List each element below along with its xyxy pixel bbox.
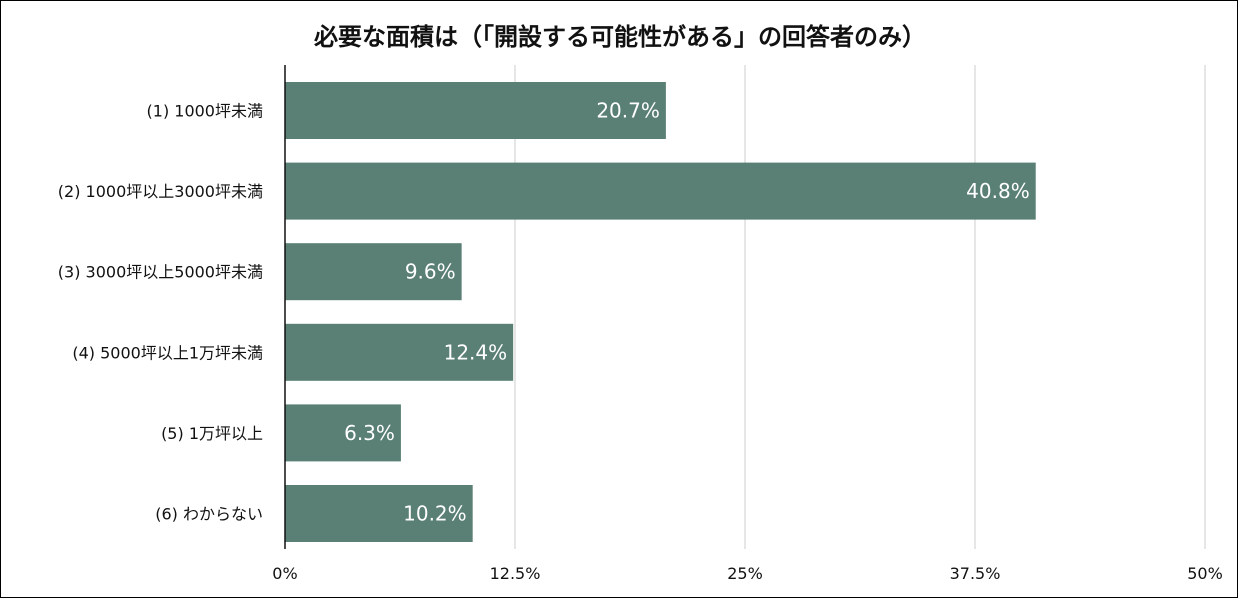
category-label: (2) 1000坪以上3000坪未満 (58, 182, 263, 201)
category-label: (5) 1万坪以上 (161, 424, 263, 443)
bar (285, 485, 473, 542)
bar-value-label: 10.2% (403, 502, 467, 526)
x-tick-label: 37.5% (950, 564, 1001, 583)
bar-value-label: 9.6% (405, 260, 456, 284)
category-label: (1) 1000坪未満 (147, 102, 263, 121)
bars: 20.7% 40.8% 9.6% 12.4% 6.3% 10.2% (285, 82, 1036, 542)
bar (285, 404, 401, 462)
category-labels: (1) 1000坪未満 (2) 1000坪以上3000坪未満 (3) 3000坪以上… (58, 102, 263, 524)
x-axis-ticks: 0% 12.5% 25% 37.5% 50% (272, 564, 1222, 583)
bar-value-label: 6.3% (344, 421, 395, 445)
category-label: (6) わからない (155, 505, 263, 524)
gridlines (514, 65, 1206, 549)
bar-value-label: 20.7% (596, 99, 660, 123)
category-label: (4) 5000坪以上1万坪未満 (72, 343, 263, 362)
bar (285, 162, 1036, 220)
x-tick-label: 50% (1187, 564, 1223, 583)
chart-title: 必要な面積は（「開設する可能性がある」の回答者のみ） (314, 23, 926, 51)
bar-value-label: 12.4% (444, 340, 508, 364)
bar (285, 323, 514, 381)
bar (285, 82, 666, 139)
bar (285, 243, 462, 301)
x-tick-label: 12.5% (490, 564, 541, 583)
category-label: (3) 3000坪以上5000坪未満 (58, 263, 263, 282)
x-tick-label: 25% (727, 564, 763, 583)
bar-value-label: 40.8% (966, 179, 1030, 203)
x-tick-label: 0% (272, 564, 297, 583)
